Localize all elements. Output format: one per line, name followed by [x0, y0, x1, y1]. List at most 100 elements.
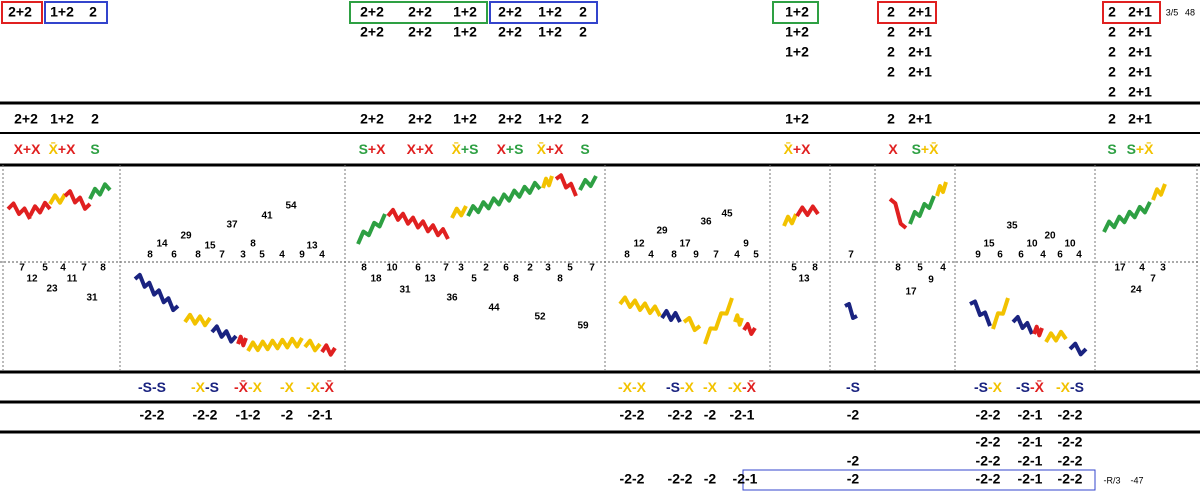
- cell-label: -2: [847, 407, 860, 423]
- cell-part: -X: [248, 379, 263, 395]
- cell-label: -2: [281, 407, 294, 423]
- cell-label: 2+1: [908, 64, 932, 80]
- highlight-box: [772, 1, 819, 24]
- panel-number: 31: [86, 293, 98, 304]
- cell-part: +X: [546, 141, 564, 157]
- trend-squiggle: [703, 297, 734, 345]
- panel-number: 9: [928, 275, 934, 286]
- trend-squiggle: [48, 193, 67, 205]
- cell-part: -S: [1070, 379, 1084, 395]
- panel-number: 41: [261, 211, 273, 222]
- panel-number: 4: [734, 250, 740, 261]
- panel-number: 4: [648, 250, 654, 261]
- highlight-box: [44, 1, 108, 24]
- highlight-box: [489, 1, 598, 24]
- cell-label: -S-X̄: [1016, 378, 1045, 395]
- cell-label: 2: [89, 4, 97, 20]
- cell-label: -2-2: [1058, 434, 1083, 450]
- cell-label: -2-2: [620, 471, 645, 487]
- cell-label: 1+2: [785, 44, 809, 60]
- cell-label: 2: [887, 111, 895, 127]
- panel-number: 3: [458, 263, 464, 274]
- trend-squiggle: [386, 207, 450, 240]
- highlight-box: [1102, 1, 1161, 24]
- cell-label: -2-1: [1018, 471, 1043, 487]
- panel-number: 7: [443, 263, 449, 274]
- trend-squiggle: [1032, 324, 1044, 338]
- panel-number: 10: [1026, 239, 1038, 250]
- panel-number: 17: [905, 287, 917, 298]
- cell-label: 1+2: [538, 4, 562, 20]
- cell-label: -2-2: [976, 471, 1001, 487]
- cell-label: 2+2: [360, 111, 384, 127]
- cell-label: -1-2: [236, 407, 261, 423]
- trend-squiggle: [183, 312, 212, 328]
- panel-number: 7: [589, 263, 595, 274]
- cell-part: X+X: [407, 141, 435, 157]
- cell-label: 2+1: [908, 24, 932, 40]
- cell-label: 2: [91, 111, 99, 127]
- cell-part: -S: [1016, 379, 1030, 395]
- cell-label: 2+2: [360, 4, 384, 20]
- cell-part: -X: [680, 379, 695, 395]
- cell-label: 2: [579, 24, 587, 40]
- panel-number: 8: [250, 239, 256, 250]
- cell-label: 2: [1108, 44, 1116, 60]
- panel-number: 8: [147, 250, 153, 261]
- meta-rank: -R/3: [1103, 475, 1120, 485]
- panel-number: 5: [259, 250, 265, 261]
- trend-squiggle: [246, 336, 304, 353]
- cell-part: -X: [280, 379, 295, 395]
- panel-number: 15: [204, 241, 216, 252]
- cell-part: S: [912, 141, 921, 157]
- cell-part: -S: [205, 379, 219, 395]
- cell-label: -2-1: [1018, 453, 1043, 469]
- trend-squiggle: [63, 189, 92, 211]
- panel-number: 23: [46, 284, 58, 295]
- cell-part: S: [90, 141, 99, 157]
- panel-number: 5: [917, 263, 923, 274]
- cell-label: X+X: [14, 141, 42, 157]
- trend-squiggle: [554, 173, 578, 197]
- panel-number: 7: [219, 250, 225, 261]
- trend-squiggle: [733, 313, 744, 327]
- highlight-box: [877, 1, 937, 24]
- cell-label: -2: [704, 471, 717, 487]
- cell-label: S: [580, 141, 589, 157]
- panel-number: 3: [1160, 263, 1166, 274]
- cell-label: 1+2: [453, 4, 477, 20]
- cell-part: S: [580, 141, 589, 157]
- cell-label: 1+2: [50, 111, 74, 127]
- cell-label: -S: [846, 379, 860, 395]
- trend-squiggle: [28, 200, 52, 217]
- cell-label: 2: [581, 111, 589, 127]
- trend-squiggle: [618, 295, 662, 317]
- cell-label: -2-2: [976, 453, 1001, 469]
- cell-part: -S: [846, 379, 860, 395]
- cell-label: S+X̄: [912, 140, 940, 157]
- panel-number: 4: [279, 250, 285, 261]
- panel-number: 36: [446, 293, 458, 304]
- cell-label: 1+2: [785, 4, 809, 20]
- panel-number: 8: [624, 250, 630, 261]
- panel-number: 2: [527, 263, 533, 274]
- cell-part: +X̄: [921, 140, 939, 157]
- cell-part: +X: [368, 141, 386, 157]
- panel-number: 14: [156, 239, 168, 250]
- cell-label: -2-1: [733, 471, 758, 487]
- cell-label: -S-X: [974, 379, 1003, 395]
- panel-number: 7: [19, 263, 25, 274]
- panel-number: 6: [997, 250, 1003, 261]
- panel-number: 6: [1018, 250, 1024, 261]
- panel-number: 15: [983, 239, 995, 250]
- cell-label: X̄+X: [784, 140, 812, 157]
- panel-number: 45: [721, 209, 733, 220]
- cell-label: 1+2: [538, 24, 562, 40]
- cell-label: 2+2: [498, 24, 522, 40]
- cell-label: 1+2: [538, 111, 562, 127]
- trend-squiggle: [782, 213, 798, 227]
- panel-number: 6: [171, 250, 177, 261]
- trend-squiggle: [682, 316, 702, 332]
- panel-number: 6: [415, 263, 421, 274]
